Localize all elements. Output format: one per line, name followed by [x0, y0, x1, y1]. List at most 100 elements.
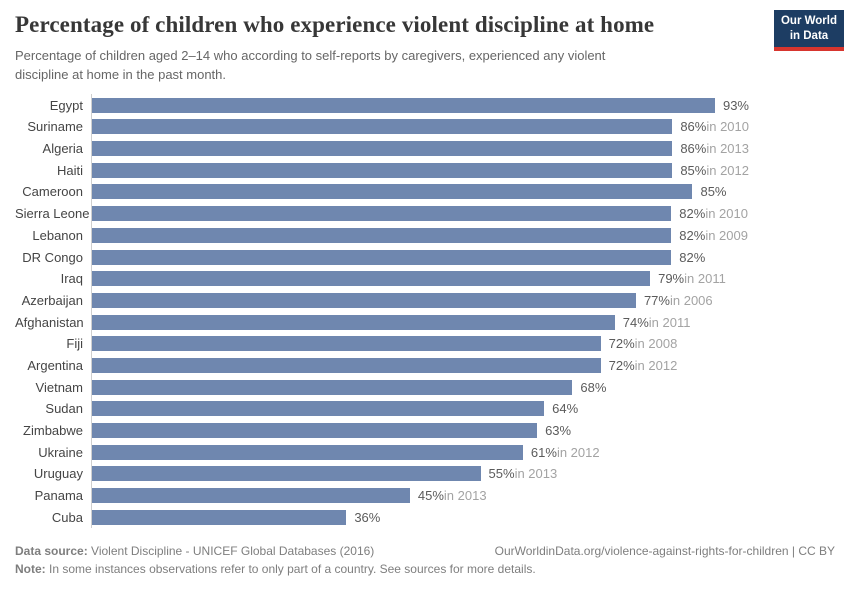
value-number: 55% [488, 466, 515, 482]
country-label: Egypt [49, 97, 83, 113]
value-year: in 2010 [706, 119, 749, 135]
bar-track: 64% [91, 397, 749, 420]
owid-logo-line1: Our World [780, 15, 837, 28]
owid-logo-line2: in Data [789, 29, 829, 42]
bar[interactable] [92, 314, 615, 330]
value-label: 93% [723, 98, 749, 113]
bar-track: 86%in 2010 [91, 116, 749, 138]
bar[interactable] [92, 249, 672, 265]
chart-subtitle: Percentage of children aged 2–14 who acc… [15, 48, 606, 82]
bar[interactable] [92, 227, 672, 243]
value-label: 82% [679, 250, 705, 265]
bar-row: Fiji 72%in 2008 [15, 332, 850, 355]
value-year: in 2006 [669, 292, 713, 308]
value-label: 82%in 2009 [679, 228, 748, 243]
bar-track: 85% [91, 181, 749, 203]
bar[interactable] [92, 488, 410, 504]
value-year: in 2012 [556, 444, 600, 460]
owid-logo: Our World in Data [774, 10, 844, 51]
bar[interactable] [92, 119, 673, 135]
bar-row: Panama 45%in 2013 [15, 484, 850, 507]
note-text: In some instances observations refer to … [49, 562, 536, 577]
bar-row: Iraq 79%in 2011 [15, 267, 850, 290]
bar[interactable] [92, 162, 673, 178]
value-number: 82% [679, 227, 706, 243]
bar-row: Vietnam 68% [15, 376, 850, 398]
bar-row: Lebanon 82%in 2009 [15, 224, 850, 247]
country-label: Haiti [56, 162, 83, 178]
value-number: 86% [680, 119, 707, 135]
bar[interactable] [92, 292, 636, 308]
value-number: 77% [643, 292, 670, 308]
bar[interactable] [92, 357, 601, 373]
bar-track: 72%in 2012 [91, 354, 749, 377]
chart-footer: Data source: Violent Discipline - UNICEF… [15, 542, 835, 578]
value-year: in 2011 [684, 271, 726, 287]
bar[interactable] [92, 509, 347, 525]
bar-track: 82% [91, 246, 749, 268]
bar-row: Algeria 86%in 2013 [15, 137, 850, 160]
bar[interactable] [92, 423, 538, 438]
bar-track: 68% [91, 376, 749, 398]
country-label: Sudan [45, 401, 83, 417]
value-number: 85% [680, 162, 707, 178]
bar[interactable] [92, 336, 601, 352]
bar-row: Suriname 86%in 2010 [15, 116, 850, 138]
country-label: Zimbabwe [23, 423, 83, 438]
value-number: 72% [608, 336, 635, 352]
value-number: 61% [530, 444, 557, 460]
bar-row: Sierra Leone 82%in 2010 [15, 202, 850, 225]
data-source-text: Violent Discipline - UNICEF Global Datab… [91, 544, 375, 559]
bar[interactable] [92, 271, 651, 287]
country-label: DR Congo [22, 249, 83, 265]
value-number: 72% [608, 357, 635, 373]
bar[interactable] [92, 97, 715, 113]
bar-track: 86%in 2013 [91, 137, 749, 160]
value-year: in 2008 [634, 336, 678, 352]
country-label: Azerbaijan [21, 292, 83, 308]
bar-track: 85%in 2012 [91, 159, 749, 182]
country-label: Suriname [27, 119, 83, 135]
country-label: Sierra Leone [15, 206, 90, 222]
value-year: in 2010 [705, 206, 748, 222]
country-label: Panama [34, 488, 83, 504]
country-label: Algeria [42, 141, 83, 157]
bar[interactable] [92, 444, 523, 460]
country-label: Iraq [60, 271, 83, 287]
bar[interactable] [92, 466, 481, 482]
value-label: 55%in 2013 [489, 466, 558, 481]
footer-source-line: Data source: Violent Discipline - UNICEF… [15, 542, 835, 560]
value-label: 77%in 2006 [644, 293, 713, 308]
bar-track: 55%in 2013 [91, 463, 749, 485]
country-label: Uruguay [33, 466, 83, 482]
bar[interactable] [92, 401, 545, 417]
bar-track: 74%in 2011 [91, 311, 749, 333]
owid-url-link[interactable]: OurWorldinData.org/violence-against-righ… [494, 544, 835, 559]
bar[interactable] [92, 379, 573, 395]
country-label: Vietnam [35, 379, 83, 395]
bar[interactable] [92, 184, 693, 200]
value-year: in 2012 [634, 357, 678, 373]
data-source-label: Data source: [15, 544, 88, 559]
value-number: 82% [679, 206, 706, 222]
value-label: 64% [552, 401, 578, 416]
value-label: 72%in 2012 [609, 358, 678, 373]
value-year: in 2009 [705, 227, 748, 243]
bar-track: 77%in 2006 [91, 289, 749, 312]
bar[interactable] [92, 206, 672, 222]
value-label: 86%in 2010 [680, 119, 749, 134]
bar[interactable] [92, 141, 673, 157]
value-number: 86% [680, 141, 707, 157]
bar-row: Cameroon 85% [15, 181, 850, 203]
value-label: 85%in 2012 [680, 163, 749, 178]
bar-row: Sudan 64% [15, 397, 850, 420]
bar-row: Afghanistan 74%in 2011 [15, 311, 850, 333]
bar-row: Uruguay 55%in 2013 [15, 463, 850, 485]
bar-row: Azerbaijan 77%in 2006 [15, 289, 850, 312]
value-label: 74%in 2011 [623, 315, 691, 330]
value-number: 79% [658, 271, 685, 287]
value-year: in 2013 [514, 466, 558, 482]
value-number: 74% [622, 314, 649, 330]
value-label: 63% [545, 423, 571, 438]
value-label: 36% [354, 510, 380, 525]
